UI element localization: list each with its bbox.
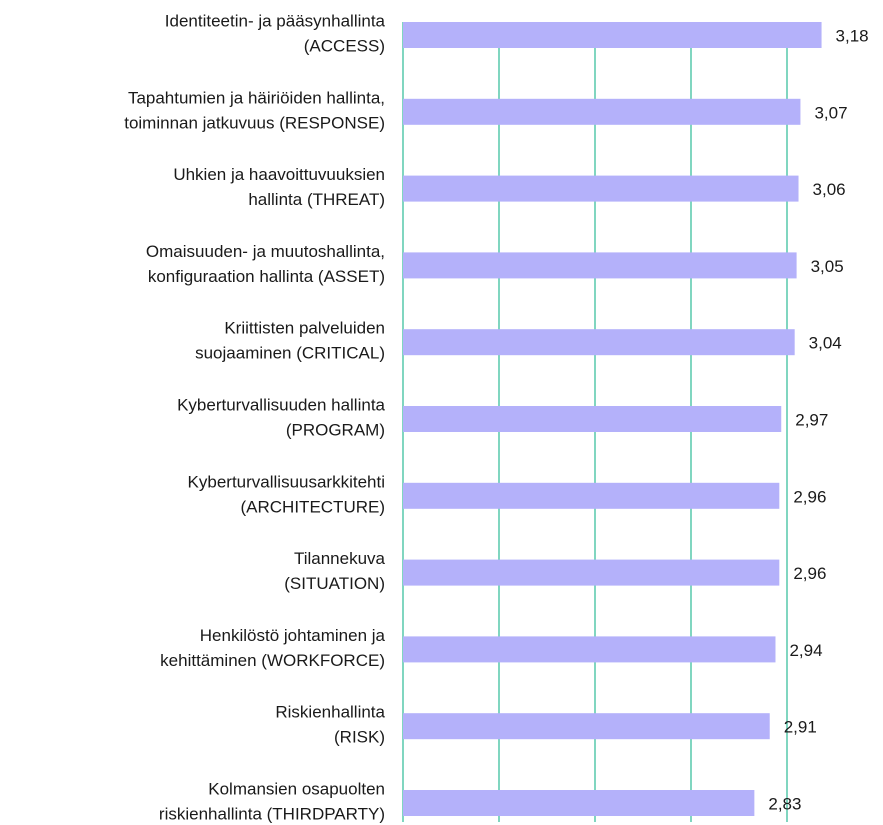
y-tick-label-line: kehittäminen (WORKFORCE) [160,651,385,670]
data-label: 3,05 [811,257,844,276]
y-tick-label-line: (SITUATION) [284,575,385,594]
data-label: 3,04 [809,334,842,353]
y-tick-label-line: riskienhallinta (THIRDPARTY) [159,805,385,824]
bar [403,329,795,356]
y-tick-label-line: hallinta (THREAT) [248,191,385,210]
data-label: 2,94 [789,641,822,660]
y-tick-label-line: Kyberturvallisuusarkkitehti [188,473,385,492]
bar [403,636,776,663]
y-tick-label-line: Uhkien ja haavoittuvuuksien [173,166,385,185]
y-tick-label-line: Henkilöstö johtaminen ja [200,626,386,645]
bar [403,482,780,509]
y-tick-label-line: (ARCHITECTURE) [241,498,386,517]
y-tick-label-line: Kriittisten palveluiden [224,319,385,338]
y-tick-label: Kyberturvallisuuden hallinta (PROGRAM) [177,396,385,440]
data-label: 2,96 [793,487,826,506]
y-tick-label: Riskienhallinta (RISK) [275,703,385,747]
y-tick-label-line: Tilannekuva [294,550,386,569]
bar [403,252,797,279]
y-tick-label: Uhkien ja haavoittuvuuksien hallinta (THR… [173,166,385,210]
data-label: 3,18 [836,26,869,45]
data-label: 2,97 [795,410,828,429]
data-label: 2,83 [768,794,801,813]
y-tick-label-line: Kolmansien osapuolten [208,780,385,799]
y-tick-label: Kriittisten palveluiden suojaaminen (CRIT… [195,319,385,363]
y-tick-label-line: (PROGRAM) [286,421,385,440]
y-tick-label: Kyberturvallisuusarkkitehti (ARCHITECTURE… [188,473,385,517]
y-tick-label-line: suojaaminen (CRITICAL) [195,344,385,363]
y-tick-label: Omaisuuden- ja muutoshallinta, konfiguraa… [146,242,385,286]
y-tick-label-line: Kyberturvallisuuden hallinta [177,396,385,415]
y-tick-label-line: toiminnan jatkuvuus (RESPONSE) [124,114,385,133]
y-tick-label-line: (ACCESS) [304,37,385,56]
y-tick-label-line: Riskienhallinta [275,703,385,722]
y-tick-label-line: Identiteetin- ja pääsynhallinta [165,12,386,31]
y-tick-label: Tapahtumien ja häiriöiden hallinta, toimi… [124,89,385,133]
bar [403,22,822,48]
bar [403,175,799,202]
y-tick-label-line: (RISK) [334,728,385,747]
data-label: 2,91 [784,718,817,737]
y-tick-label: Kolmansien osapuolten riskienhallinta (TH… [159,780,385,824]
y-tick-label: Identiteetin- ja pääsynhallinta (ACCESS) [165,12,386,56]
data-label: 3,07 [814,103,847,122]
data-label: 3,06 [813,180,846,199]
y-tick-label-line: konfiguraation hallinta (ASSET) [148,267,385,286]
y-tick-label: Tilannekuva (SITUATION) [284,550,385,594]
y-tick-label-line: Tapahtumien ja häiriöiden hallinta, [128,89,385,108]
bar [403,98,801,125]
bar [403,406,782,432]
bar [403,559,780,586]
bar [403,790,755,816]
data-label: 2,96 [793,564,826,583]
bar [403,713,770,740]
y-tick-label-line: Omaisuuden- ja muutoshallinta, [146,242,385,261]
y-tick-label: Henkilöstö johtaminen ja kehittäminen (WO… [160,626,385,670]
